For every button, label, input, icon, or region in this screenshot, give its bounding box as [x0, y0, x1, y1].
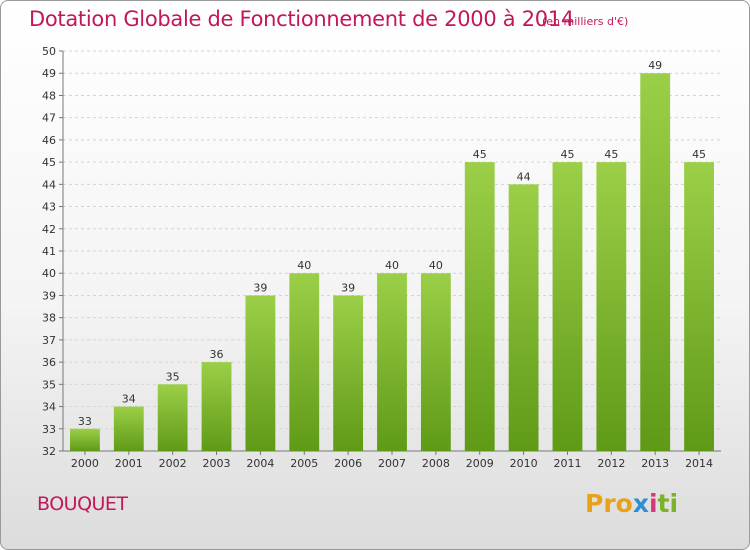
bar: [596, 162, 627, 451]
x-tick-label: 2008: [422, 457, 450, 470]
x-tick-label: 2001: [115, 457, 143, 470]
x-tick-label: 2014: [685, 457, 713, 470]
y-tick-label: 49: [42, 67, 56, 80]
data-label: 35: [166, 370, 180, 383]
y-tick-label: 38: [42, 312, 56, 325]
bar: [201, 362, 232, 451]
data-label: 44: [517, 170, 531, 183]
data-label: 49: [648, 59, 662, 72]
y-tick-label: 34: [42, 401, 56, 414]
data-label: 36: [210, 348, 224, 361]
data-label: 45: [473, 148, 487, 161]
bar: [508, 184, 539, 452]
data-label: 40: [429, 259, 443, 272]
y-tick-label: 36: [42, 356, 56, 369]
labels: 32 33 34 35 36 37 38 39 40 41 42 43 44 45 46 47 48 49 50 33…: [42, 45, 713, 470]
y-tick-label: 37: [42, 334, 56, 347]
x-tick-label: 2000: [71, 457, 99, 470]
bar: [333, 295, 364, 451]
y-tick-label: 33: [42, 423, 56, 436]
x-tick-label: 2010: [510, 457, 538, 470]
y-tick-label: 32: [42, 445, 56, 458]
x-tick-label: 2007: [378, 457, 406, 470]
y-tick-label: 35: [42, 378, 56, 391]
bar: [464, 162, 495, 451]
bar: [289, 273, 320, 451]
x-tick-label: 2005: [290, 457, 318, 470]
bars: [70, 73, 714, 452]
x-tick-label: 2013: [641, 457, 669, 470]
bar: [552, 162, 583, 451]
bar: [245, 295, 276, 451]
bar: [420, 273, 451, 451]
bar: [113, 406, 144, 451]
proxiti-logo: Proxiti: [585, 489, 679, 518]
y-tick-label: 41: [42, 245, 56, 258]
y-tick-label: 39: [42, 289, 56, 302]
x-tick-label: 2003: [203, 457, 231, 470]
data-label: 39: [253, 281, 267, 294]
data-label: 33: [78, 415, 92, 428]
data-label: 34: [122, 393, 136, 406]
y-tick-label: 42: [42, 223, 56, 236]
x-tick-label: 2009: [466, 457, 494, 470]
bar: [640, 73, 671, 451]
data-label: 40: [385, 259, 399, 272]
x-tick-label: 2012: [597, 457, 625, 470]
y-tick-label: 46: [42, 134, 56, 147]
place-name: BOUQUET: [37, 493, 128, 515]
data-label: 40: [297, 259, 311, 272]
bar: [377, 273, 407, 451]
data-label: 45: [692, 148, 706, 161]
bar: [684, 162, 714, 451]
y-tick-label: 50: [42, 45, 56, 58]
bar: [70, 428, 100, 451]
x-tick-label: 2006: [334, 457, 362, 470]
data-label: 45: [560, 148, 574, 161]
x-tick-label: 2002: [159, 457, 187, 470]
y-tick-label: 45: [42, 156, 56, 169]
unit-note: (en milliers d'€): [542, 15, 629, 28]
y-tick-label: 48: [42, 89, 56, 102]
y-tick-label: 40: [42, 267, 56, 280]
y-tick-label: 47: [42, 112, 56, 125]
chart-title: Dotation Globale de Fonctionnement de 20…: [29, 7, 574, 31]
y-tick-label: 43: [42, 201, 56, 214]
x-tick-label: 2004: [246, 457, 274, 470]
y-tick-label: 44: [42, 178, 56, 191]
bar: [157, 384, 188, 451]
x-tick-label: 2011: [553, 457, 581, 470]
data-label: 45: [604, 148, 618, 161]
data-label: 39: [341, 281, 355, 294]
